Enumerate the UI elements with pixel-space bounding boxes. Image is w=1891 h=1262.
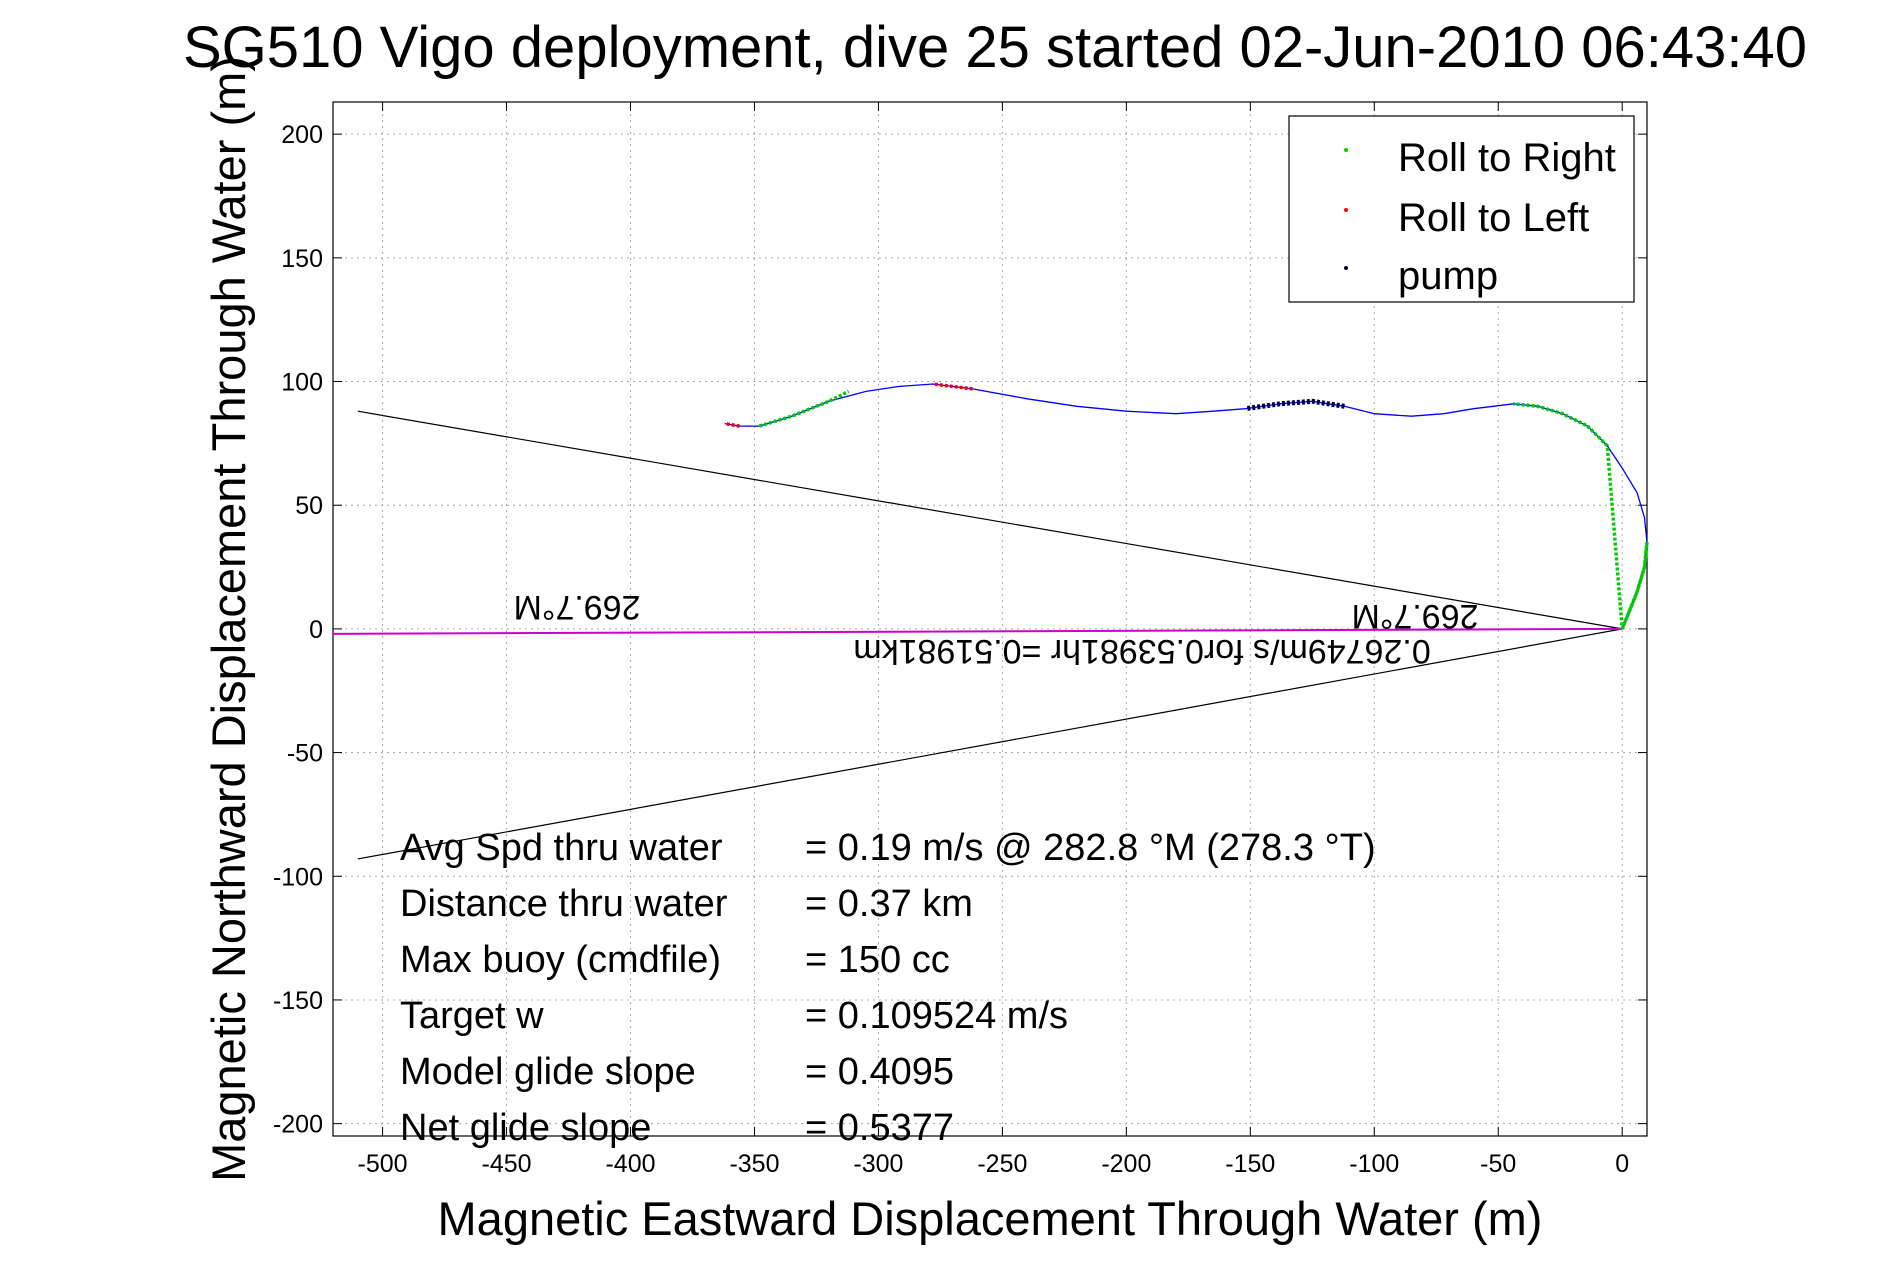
- annotation-heading-left: 269.7°M: [513, 588, 640, 626]
- x-tick-label-0: -500: [358, 1150, 408, 1178]
- y-tick-label-2: 100: [281, 369, 323, 397]
- lines-layer: [332, 410, 1623, 860]
- stat-value-2: = 150 cc: [805, 939, 950, 981]
- x-tick-label-10: 0: [1615, 1150, 1629, 1178]
- stat-value-5: = 0.5377: [805, 1107, 954, 1149]
- stat-label-5: Net glide slope: [400, 1107, 651, 1149]
- series-layer: [724, 382, 1649, 630]
- stats-block: Avg Spd thru water = 0.19 m/s @ 282.8 °M…: [400, 827, 1376, 1149]
- y-tick-label-7: -150: [273, 987, 323, 1015]
- stat-label-1: Distance thru water: [400, 883, 728, 925]
- roll-right-segment-1: [758, 389, 850, 428]
- chart-title: SG510 Vigo deployment, dive 25 started 0…: [183, 15, 1807, 80]
- x-tick-label-5: -250: [977, 1150, 1027, 1178]
- cone-line-1: [357, 628, 1623, 860]
- roll-left-segment-0: [932, 382, 973, 391]
- stat-label-3: Target w: [400, 995, 544, 1037]
- x-tick-label-6: -200: [1101, 1150, 1151, 1178]
- roll-right-segment-0: [1512, 402, 1649, 630]
- stat-value-0: = 0.19 m/s @ 282.8 °M (278.3 °T): [805, 827, 1376, 869]
- stat-value-1: = 0.37 km: [805, 883, 973, 925]
- legend-marker-pump: [1344, 266, 1348, 270]
- roll-left-segment-1: [724, 421, 740, 428]
- legend-label-pump: pump: [1398, 254, 1498, 298]
- legend-marker-roll-right: [1344, 148, 1348, 152]
- legend-label-roll-right: Roll to Right: [1398, 136, 1616, 180]
- y-tick-label-6: -100: [273, 863, 323, 891]
- x-tick-label-3: -350: [729, 1150, 779, 1178]
- legend: Roll to Right Roll to Left pump: [1288, 115, 1635, 303]
- ticks-layer: -500 -450 -400 -350 -300 -250 -200 -150 -100 -50 0…: [273, 102, 1647, 1178]
- y-tick-label-3: 50: [295, 492, 323, 520]
- legend-label-roll-left: Roll to Left: [1398, 196, 1589, 240]
- stat-value-4: = 0.4095: [805, 1051, 954, 1093]
- x-tick-label-1: -450: [482, 1150, 532, 1178]
- x-tick-label-2: -400: [605, 1150, 655, 1178]
- current-line: [332, 627, 1623, 635]
- y-tick-label-8: -200: [273, 1111, 323, 1139]
- x-axis-label: Magnetic Eastward Displacement Through W…: [438, 1192, 1543, 1245]
- legend-marker-roll-left: [1344, 208, 1348, 212]
- stat-label-0: Avg Spd thru water: [400, 827, 723, 869]
- x-tick-label-7: -150: [1225, 1150, 1275, 1178]
- stat-label-2: Max buoy (cmdfile): [400, 939, 721, 981]
- x-tick-label-9: -50: [1480, 1150, 1516, 1178]
- x-tick-label-8: -100: [1349, 1150, 1399, 1178]
- annotation-heading-right: 269.7°M: [1351, 597, 1478, 635]
- annotation-current-text: 0.26749m/s for0.53981hr =0.51981km: [853, 632, 1430, 670]
- y-tick-label-1: 150: [281, 245, 323, 273]
- stat-label-4: Model glide slope: [400, 1051, 696, 1093]
- y-tick-label-4: 0: [309, 616, 323, 644]
- y-tick-label-0: 200: [281, 121, 323, 149]
- cone-line-0: [357, 410, 1623, 630]
- y-axis-label: Magnetic Northward Displacement Through …: [202, 56, 255, 1182]
- stat-value-3: = 0.109524 m/s: [805, 995, 1068, 1037]
- y-tick-label-5: -50: [287, 740, 323, 768]
- pump-segment-0: [1245, 398, 1345, 412]
- track-line: [724, 383, 1648, 630]
- x-tick-label-4: -300: [853, 1150, 903, 1178]
